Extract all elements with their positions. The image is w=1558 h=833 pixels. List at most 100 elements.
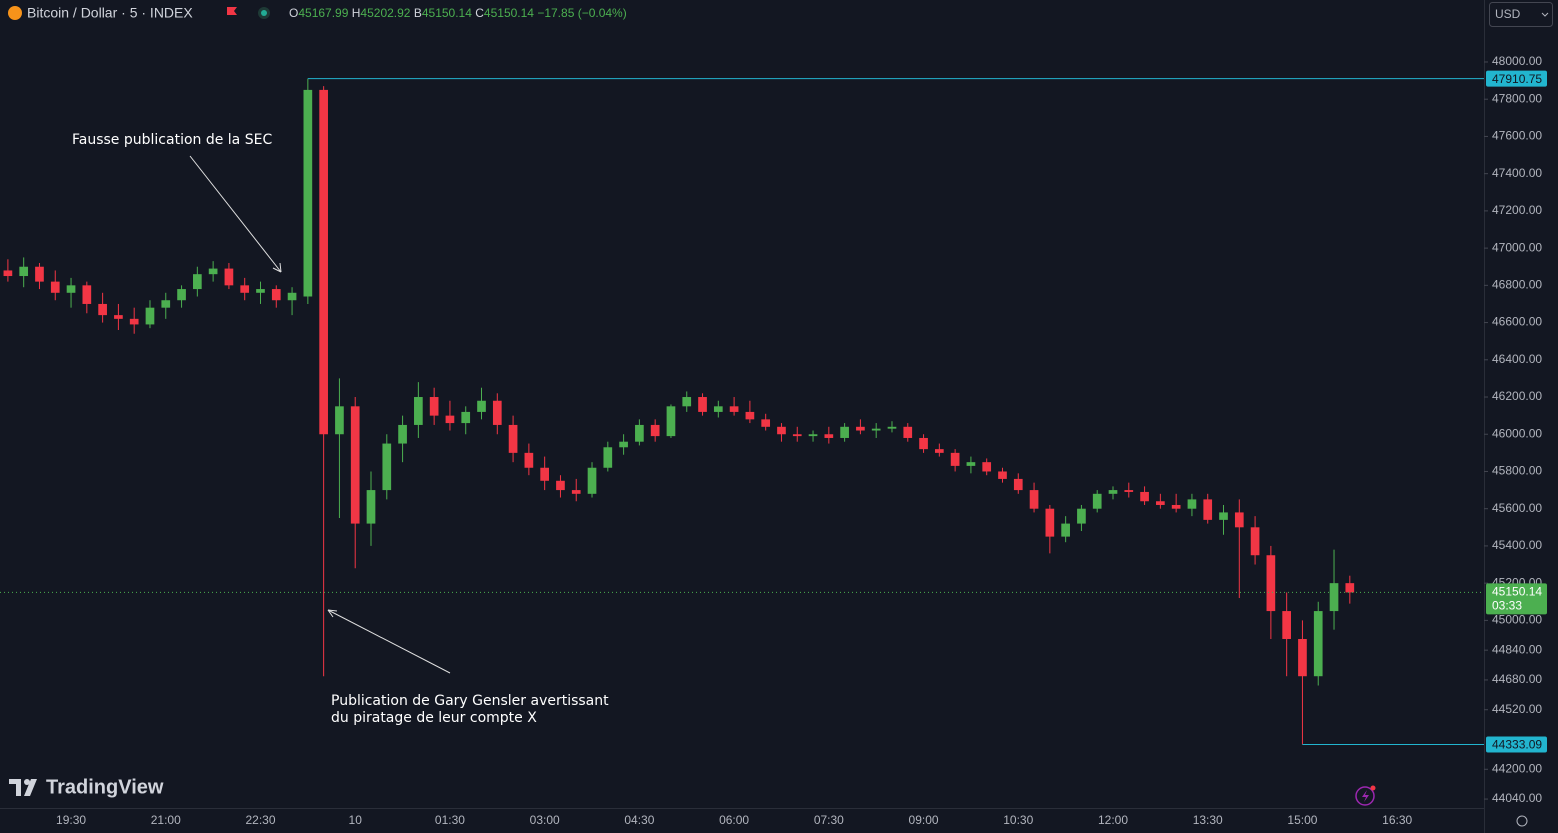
- candle-body: [745, 411, 755, 420]
- candle-body: [335, 406, 344, 435]
- x-tick-label: 13:30: [1193, 813, 1223, 827]
- candle-body: [445, 415, 455, 424]
- currency-dropdown[interactable]: [1489, 2, 1553, 27]
- logo-icon: [9, 779, 37, 796]
- flag-icon[interactable]: [227, 7, 237, 15]
- candle-body: [177, 289, 186, 301]
- candle-body: [887, 426, 897, 429]
- y-tick-label: 47400.00: [1492, 166, 1542, 180]
- currency-label: USD: [1495, 7, 1521, 21]
- candle-body: [19, 266, 29, 277]
- candle-body: [1266, 555, 1276, 612]
- candle-body: [792, 434, 802, 437]
- candle-body: [903, 426, 913, 438]
- candle-body: [1171, 504, 1181, 509]
- x-tick-label: 12:00: [1098, 813, 1128, 827]
- candle-body: [224, 268, 234, 286]
- candle-body: [619, 441, 628, 448]
- alert-icon: [1362, 790, 1369, 802]
- logo-text[interactable]: TradingView: [46, 776, 164, 798]
- y-tick-label: 44520.00: [1492, 702, 1542, 716]
- x-tick-label: 03:00: [530, 813, 560, 827]
- annotation: Fausse publication de la SEC: [72, 132, 272, 148]
- candle-body: [777, 426, 786, 435]
- x-tick-label: 19:30: [56, 813, 86, 827]
- x-tick-label: 10:30: [1003, 813, 1033, 827]
- y-tick-label: 45000.00: [1492, 613, 1542, 627]
- candle-body: [1013, 478, 1023, 491]
- candle-body: [382, 443, 392, 491]
- x-tick-label: 09:00: [909, 813, 939, 827]
- candle-body: [66, 285, 76, 293]
- y-tick-label: 46000.00: [1492, 426, 1542, 440]
- candle-body: [82, 285, 92, 304]
- y-tick-label: 44680.00: [1492, 672, 1542, 686]
- candle-body: [556, 480, 565, 491]
- candle-body: [477, 400, 486, 412]
- candle-body: [1219, 512, 1228, 520]
- candle-body: [1156, 501, 1165, 505]
- alert-icon[interactable]: [1355, 786, 1375, 806]
- annotation-arrow: [189, 155, 282, 273]
- candle-body: [3, 270, 13, 277]
- candle-body: [587, 467, 597, 494]
- candle-body: [492, 400, 502, 425]
- settings-icon[interactable]: [1516, 815, 1528, 827]
- candle-body: [666, 406, 676, 437]
- y-tick-label: 46600.00: [1492, 315, 1542, 329]
- candle-body: [271, 289, 281, 301]
- logo-icon: [24, 779, 30, 785]
- ohlc-header: O45167.99 H45202.92 B45150.14 C45150.14 …: [289, 6, 627, 20]
- x-tick-label: 01:30: [435, 813, 465, 827]
- candle-body: [761, 419, 771, 427]
- candle-body: [966, 462, 976, 466]
- x-tick-label: 21:00: [151, 813, 181, 827]
- candle-body: [414, 397, 423, 425]
- candle-body: [1029, 490, 1039, 509]
- candle-body: [840, 426, 849, 438]
- candle-body: [1092, 493, 1102, 509]
- y-tick-label: 47600.00: [1492, 129, 1542, 143]
- candle-body: [950, 452, 960, 466]
- y-tick-label: 46400.00: [1492, 352, 1542, 366]
- y-tick-label: 47800.00: [1492, 91, 1542, 105]
- y-tick-label: 45400.00: [1492, 538, 1542, 552]
- candle-body: [50, 281, 60, 293]
- y-tick-label: 47000.00: [1492, 240, 1542, 254]
- x-tick-label: 04:30: [624, 813, 654, 827]
- candle-body: [1203, 499, 1213, 520]
- ohlc-key: B: [414, 6, 422, 20]
- candle-body: [461, 411, 471, 424]
- candle-body: [571, 490, 581, 494]
- y-tick-label: 46200.00: [1492, 389, 1542, 403]
- y-tick-label: 45600.00: [1492, 501, 1542, 515]
- price-label: 47910.75: [1492, 72, 1542, 86]
- candle-body: [145, 307, 155, 325]
- candle-body: [998, 471, 1007, 479]
- candle-body: [934, 449, 944, 453]
- coin-icon: [8, 6, 22, 20]
- y-tick-label: 44200.00: [1492, 761, 1542, 775]
- candle-body: [713, 406, 723, 412]
- countdown-label: 03:33: [1492, 599, 1522, 613]
- last-price-label: 45150.14: [1492, 585, 1542, 599]
- ohlc-change: −17.85 (−0.04%): [537, 6, 626, 20]
- candle-body: [114, 315, 123, 319]
- candle-body: [366, 490, 376, 524]
- ohlc-key: H: [352, 6, 361, 20]
- candle-body: [161, 300, 171, 308]
- y-tick-label: 44840.00: [1492, 642, 1542, 656]
- candle-body: [871, 428, 881, 431]
- x-tick-label: 22:30: [245, 813, 275, 827]
- price-label-box: [1486, 70, 1547, 87]
- ohlc-value: 45202.92: [360, 6, 410, 20]
- candle-body: [824, 434, 834, 438]
- candle-body: [429, 397, 439, 416]
- ohlc-value: 45150.14: [484, 6, 534, 20]
- candle-body: [856, 426, 865, 431]
- y-tick-label: 45800.00: [1492, 464, 1542, 478]
- symbol-title[interactable]: Bitcoin / Dollar · 5 · INDEX: [27, 5, 193, 21]
- ohlc-value: 45150.14: [422, 6, 472, 20]
- ohlc-key: C: [475, 6, 484, 20]
